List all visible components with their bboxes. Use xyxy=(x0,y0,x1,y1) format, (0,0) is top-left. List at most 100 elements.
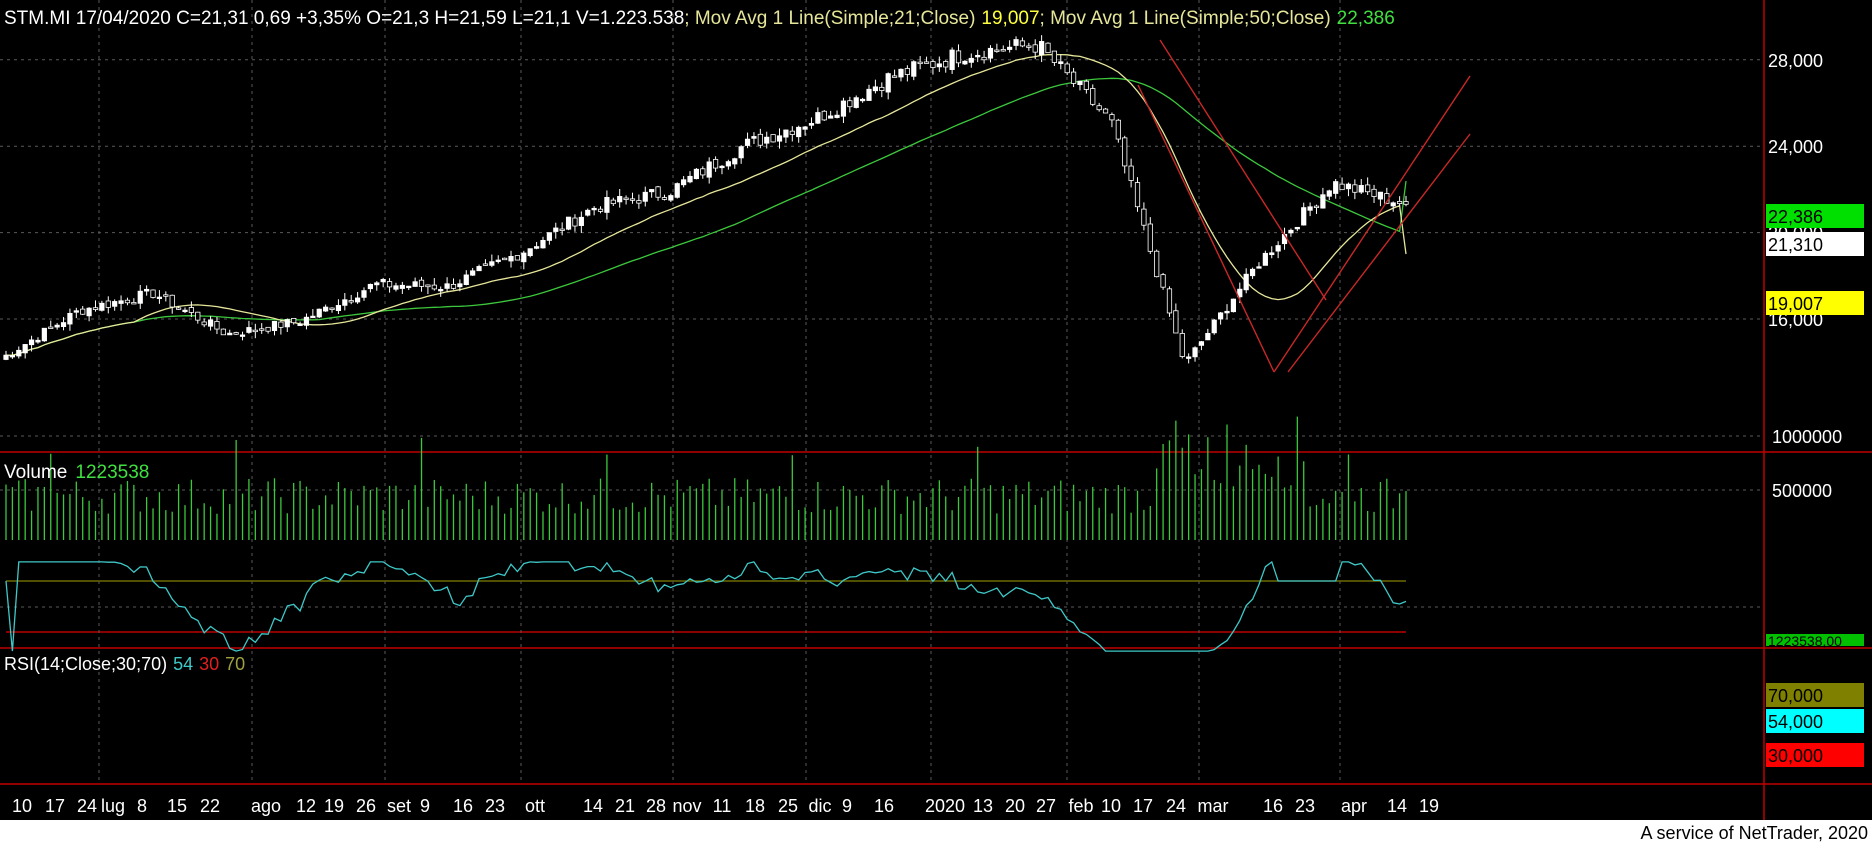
candle-body xyxy=(898,68,904,78)
candle-body xyxy=(617,196,623,203)
ma50-path xyxy=(5,77,1407,356)
candle-body xyxy=(1090,88,1096,105)
candle-body xyxy=(629,198,636,201)
candle-body xyxy=(719,165,725,169)
candle-body xyxy=(936,63,942,68)
volume-tick-label: 500000 xyxy=(1772,481,1832,501)
candle-body xyxy=(597,208,604,212)
candle-body xyxy=(1352,184,1358,193)
candle-body xyxy=(834,114,840,118)
candle-body xyxy=(482,263,489,266)
trend-channel xyxy=(1137,39,1471,373)
candle-body xyxy=(591,207,597,211)
volume-value: 1223538 xyxy=(75,462,149,483)
candle-body xyxy=(891,75,898,78)
candle-body xyxy=(399,284,405,289)
candle-body xyxy=(367,283,373,290)
date-tick-label: 16 xyxy=(1263,796,1283,816)
rsi-line xyxy=(5,560,1407,652)
date-tick-label: 21 xyxy=(615,796,635,816)
candle-body xyxy=(1102,108,1109,114)
candle-body xyxy=(284,319,290,328)
candle-body xyxy=(150,289,156,298)
candle-body xyxy=(789,130,795,135)
rsi-label: RSI(14;Close;30;70) xyxy=(4,654,167,674)
candle-body xyxy=(41,327,47,342)
candle-body xyxy=(923,61,930,64)
candle-body xyxy=(559,228,565,231)
volume-legend: Volume 1223538 xyxy=(4,462,149,483)
candle-body xyxy=(60,322,67,328)
candle-body xyxy=(156,296,163,299)
candle-body xyxy=(1211,319,1217,334)
grid-lines xyxy=(0,0,1764,784)
date-tick-label: 12 xyxy=(296,796,316,816)
candle-body xyxy=(930,61,936,68)
candle-body xyxy=(853,97,859,108)
candle-body xyxy=(9,355,15,358)
candle-body xyxy=(828,115,834,119)
candle-body xyxy=(118,300,124,304)
candle-body xyxy=(1166,288,1173,314)
candle-body xyxy=(764,136,770,144)
date-tick-label: 18 xyxy=(745,796,765,816)
axis-ticks: 16,00020,00024,00028,0005000001000000101… xyxy=(12,51,1842,816)
date-tick-label: 9 xyxy=(842,796,852,816)
trendline xyxy=(1137,84,1275,373)
candle-body xyxy=(1051,50,1058,63)
candle-body xyxy=(565,216,572,230)
candle-body xyxy=(489,261,495,266)
candle-body xyxy=(502,257,508,261)
candle-body xyxy=(1064,63,1070,74)
volume-value-tag-text: 1223538,00 xyxy=(1768,633,1842,649)
candle-body xyxy=(911,61,917,77)
trendline xyxy=(1273,75,1471,373)
date-tick-label: 27 xyxy=(1036,796,1056,816)
candle-body xyxy=(578,216,584,226)
candle-body xyxy=(1070,71,1077,84)
candle-body xyxy=(28,339,35,346)
candle-body xyxy=(1288,229,1294,234)
date-tick-label: ott xyxy=(525,796,545,816)
candle-body xyxy=(259,328,265,331)
candle-body xyxy=(636,200,642,204)
candle-body xyxy=(642,191,648,202)
candle-body xyxy=(623,197,629,200)
candle-body xyxy=(1032,44,1038,53)
candle-body xyxy=(1134,182,1141,208)
candle-body xyxy=(508,256,514,262)
candle-body xyxy=(725,161,731,167)
candle-body xyxy=(105,300,111,308)
date-tick-label: 14 xyxy=(1387,796,1407,816)
candle-body xyxy=(943,61,949,68)
candle-body xyxy=(668,195,674,201)
candle-body xyxy=(1000,49,1006,52)
candle-body xyxy=(169,294,175,308)
candle-body xyxy=(1243,273,1249,291)
candle-body xyxy=(1058,61,1064,64)
candle-body xyxy=(1269,252,1275,256)
candle-body xyxy=(744,138,751,146)
candle-body xyxy=(214,321,220,330)
candle-body xyxy=(131,302,137,305)
candle-body xyxy=(681,179,687,186)
candle-body xyxy=(1358,185,1364,193)
price-tick-label: 24,000 xyxy=(1768,137,1823,157)
candle-body xyxy=(751,136,757,139)
candle-body xyxy=(655,186,661,198)
date-tick-label: set xyxy=(387,796,411,816)
candle-body xyxy=(1147,223,1153,252)
candle-body xyxy=(1301,207,1307,226)
candle-body xyxy=(1013,39,1019,46)
candle-body xyxy=(1313,205,1320,208)
candle-body xyxy=(1083,80,1089,90)
candle-body xyxy=(1249,268,1256,277)
candle-body xyxy=(361,290,367,298)
candle-body xyxy=(99,302,105,311)
candle-body xyxy=(783,129,789,138)
rsi-high-level: 70 xyxy=(225,654,245,674)
date-tick-label: nov xyxy=(672,796,701,816)
candle-body xyxy=(540,239,546,249)
rsi-current-tag xyxy=(1766,709,1864,733)
